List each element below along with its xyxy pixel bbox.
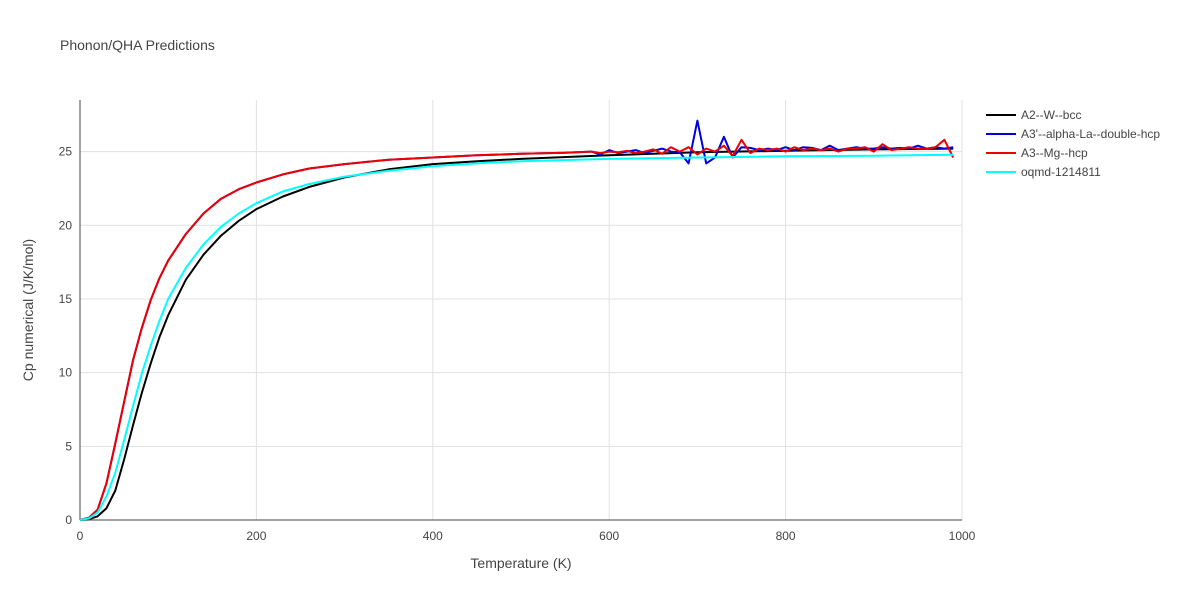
series-line-3	[79, 153, 954, 521]
axes	[79, 100, 962, 521]
legend-item-2[interactable]: A3--Mg--hcp	[986, 146, 1088, 160]
x-tick-label-4: 800	[776, 529, 796, 543]
y-tick-label-0: 0	[65, 513, 72, 527]
y-tick-label-4: 20	[59, 218, 73, 232]
series-lines	[79, 119, 955, 521]
chart-title: Phonon/QHA Predictions	[60, 37, 215, 53]
x-tick-label-0: 0	[77, 529, 84, 543]
legend-label-3: oqmd-1214811	[1021, 165, 1101, 179]
legend-item-1[interactable]: A3'--alpha-La--double-hcp	[986, 127, 1160, 141]
grid-lines	[80, 100, 963, 520]
x-axis-title: Temperature (K)	[470, 555, 571, 571]
x-tick-label-1: 200	[246, 529, 266, 543]
legend-label-2: A3--Mg--hcp	[1021, 146, 1088, 160]
legend[interactable]: A2--W--bcc A3'--alpha-La--double-hcp A3--M…	[986, 108, 1160, 179]
series-line-0	[79, 147, 954, 521]
y-tick-label-1: 5	[65, 439, 72, 453]
x-tick-label-5: 1000	[949, 529, 976, 543]
legend-label-0: A2--W--bcc	[1021, 108, 1081, 122]
legend-label-1: A3'--alpha-La--double-hcp	[1021, 127, 1160, 141]
y-tick-label-5: 25	[59, 145, 73, 159]
y-tick-label-3: 15	[59, 292, 73, 306]
legend-item-0[interactable]: A2--W--bcc	[986, 108, 1081, 122]
tick-labels: 0 200 400 600 800 1000 0 5 10 15 20 25	[59, 145, 976, 543]
legend-item-3[interactable]: oqmd-1214811	[986, 165, 1101, 179]
y-axis-title: Cp numerical (J/K/mol)	[20, 239, 36, 381]
x-tick-label-2: 400	[423, 529, 443, 543]
y-tick-label-2: 10	[59, 366, 73, 380]
series-line-2	[79, 138, 955, 521]
x-tick-label-3: 600	[599, 529, 619, 543]
